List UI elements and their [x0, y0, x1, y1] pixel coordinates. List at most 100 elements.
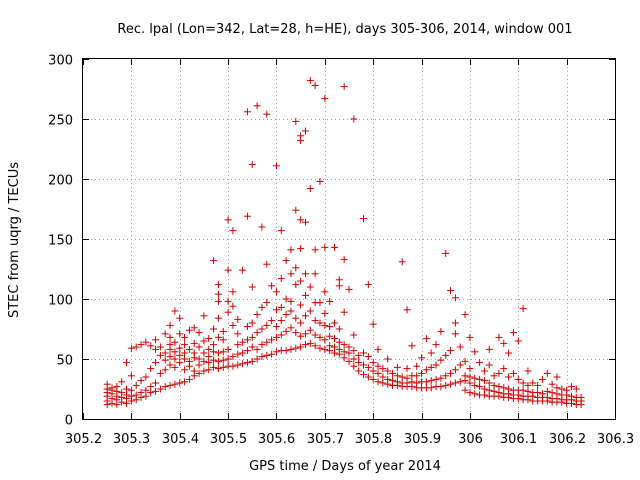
data-point: [200, 367, 208, 375]
data-point: [277, 275, 285, 283]
data-point: [123, 391, 131, 399]
data-point: [214, 297, 222, 305]
data-point: [253, 355, 261, 363]
data-point: [374, 345, 382, 353]
data-point: [214, 333, 222, 341]
data-point: [495, 383, 503, 391]
data-point: [538, 375, 546, 383]
data-point: [171, 307, 179, 315]
data-point: [447, 287, 455, 295]
data-point: [451, 330, 459, 338]
data-point: [471, 374, 479, 382]
data-point: [340, 341, 348, 349]
data-point: [118, 389, 126, 397]
data-point: [297, 216, 305, 224]
data-point: [509, 369, 517, 377]
data-point: [403, 365, 411, 373]
data-point: [142, 373, 150, 381]
data-point: [413, 372, 421, 380]
data-point: [374, 378, 382, 386]
data-point: [427, 384, 435, 392]
data-point: [301, 341, 309, 349]
data-point: [292, 281, 300, 289]
data-point: [480, 377, 488, 385]
data-point: [292, 117, 300, 125]
data-point: [243, 359, 251, 367]
data-point: [403, 374, 411, 382]
data-point: [277, 227, 285, 235]
data-point: [239, 266, 247, 274]
data-point: [427, 349, 435, 357]
data-point: [466, 333, 474, 341]
data-point: [137, 341, 145, 349]
y-axis-label: STEC from uqrg / TECUs: [7, 162, 22, 318]
data-point: [447, 380, 455, 388]
x-tick-label: 306.2: [549, 432, 586, 447]
data-point: [350, 347, 358, 355]
axis-ticks: [83, 59, 616, 420]
y-tick-label: 200: [48, 174, 73, 189]
data-point: [243, 323, 251, 331]
data-point: [195, 329, 203, 337]
data-point: [258, 223, 266, 231]
data-point: [311, 342, 319, 350]
data-point: [195, 355, 203, 363]
data-point: [127, 344, 135, 352]
y-tick-label: 150: [48, 234, 73, 249]
data-point: [287, 307, 295, 315]
data-point: [306, 77, 314, 85]
data-point: [214, 349, 222, 357]
data-point: [263, 321, 271, 329]
data-point: [466, 379, 474, 387]
data-point: [364, 281, 372, 289]
data-point: [301, 291, 309, 299]
data-point: [326, 323, 334, 331]
data-point: [272, 162, 280, 170]
data-point: [350, 115, 358, 123]
data-point: [495, 333, 503, 341]
data-point: [321, 243, 329, 251]
data-point: [466, 373, 474, 381]
data-point: [567, 383, 575, 391]
data-point: [534, 389, 542, 397]
data-point: [200, 337, 208, 345]
data-point: [219, 348, 227, 356]
data-point: [152, 345, 160, 353]
data-point: [355, 359, 363, 367]
data-point: [466, 389, 474, 397]
data-point: [451, 319, 459, 327]
x-tick-label: 306: [458, 432, 483, 447]
data-point: [147, 389, 155, 397]
data-point: [519, 379, 527, 387]
data-point: [403, 306, 411, 314]
data-point: [248, 161, 256, 169]
data-point: [224, 308, 232, 316]
data-point: [340, 348, 348, 356]
data-point: [456, 361, 464, 369]
data-point: [340, 255, 348, 263]
data-point: [326, 332, 334, 340]
data-point: [171, 338, 179, 346]
data-point: [500, 365, 508, 373]
data-point: [243, 336, 251, 344]
data-point: [490, 372, 498, 380]
data-point: [422, 366, 430, 374]
y-tick-label: 50: [56, 354, 73, 369]
data-point: [384, 367, 392, 375]
data-point: [316, 299, 324, 307]
x-axis-label: GPS time / Days of year 2014: [249, 459, 441, 474]
x-tick-label: 306.1: [500, 432, 537, 447]
data-point: [350, 362, 358, 370]
data-point: [195, 361, 203, 369]
x-tick-label: 305.5: [210, 432, 247, 447]
data-point: [166, 361, 174, 369]
data-point: [384, 375, 392, 383]
data-point: [369, 375, 377, 383]
data-point: [171, 348, 179, 356]
data-point: [364, 373, 372, 381]
data-point: [461, 357, 469, 365]
data-point: [282, 347, 290, 355]
y-tick-label: 250: [48, 114, 73, 129]
data-point: [413, 362, 421, 370]
data-point: [306, 185, 314, 193]
